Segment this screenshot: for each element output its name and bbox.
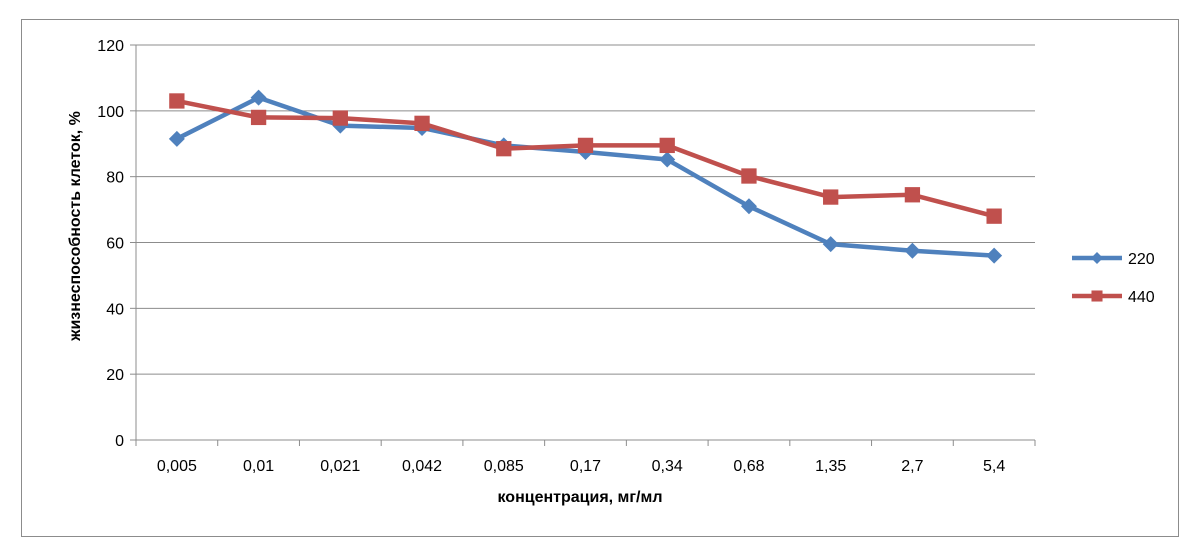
legend-label-440: 440 xyxy=(1128,289,1155,306)
legend: 220 440 xyxy=(1072,251,1155,306)
data-point-diamond xyxy=(904,242,921,259)
data-point-diamond xyxy=(168,130,185,147)
data-point-square xyxy=(904,187,921,203)
x-tick-label: 0,68 xyxy=(733,458,764,475)
gridlines xyxy=(136,44,1035,375)
y-tick-label: 80 xyxy=(106,170,124,187)
x-tick-label: 0,34 xyxy=(652,458,683,475)
legend-label-220: 220 xyxy=(1128,251,1155,268)
axes: 0 20 40 60 80 100 120 0,005 0,01 0,021 0,042 0,085 0… xyxy=(97,38,1036,475)
y-tick-label: 40 xyxy=(106,301,124,318)
x-tick-label: 1,35 xyxy=(815,458,846,475)
data-point-square xyxy=(986,208,1002,224)
data-point-square xyxy=(250,109,267,126)
x-tick-label: 0,005 xyxy=(157,458,197,475)
x-tick-label: 2,7 xyxy=(901,458,923,475)
x-tick-label: 5,4 xyxy=(983,458,1005,475)
x-tick-label: 0,042 xyxy=(402,458,442,475)
data-point-square xyxy=(414,115,430,131)
data-point-diamond xyxy=(250,89,267,106)
y-tick-label: 0 xyxy=(115,433,124,450)
y-tick-label: 20 xyxy=(106,367,124,384)
data-point-square xyxy=(169,93,185,109)
y-tick-label: 60 xyxy=(106,236,124,253)
data-point-square xyxy=(823,189,839,205)
data-point-square xyxy=(659,137,675,154)
data-point-square xyxy=(577,137,594,154)
data-point-square xyxy=(741,168,757,184)
data-point-square xyxy=(496,141,512,157)
x-tick-label: 0,085 xyxy=(484,458,524,475)
data-point-diamond xyxy=(740,198,757,215)
series-layer xyxy=(168,89,1003,264)
x-axis-title: концентрация, мг/мл xyxy=(498,489,663,506)
data-point-diamond xyxy=(986,247,1003,264)
data-point-diamond xyxy=(1091,252,1103,264)
y-axis-title: жизнеспособность клеток, % xyxy=(67,111,84,342)
x-tick-label: 0,021 xyxy=(320,458,360,475)
data-point-diamond xyxy=(822,236,839,253)
y-tick-label: 100 xyxy=(97,104,124,121)
data-point-diamond xyxy=(659,151,676,168)
y-tick-label: 120 xyxy=(97,38,124,55)
x-tick-label: 0,17 xyxy=(570,458,601,475)
x-tick-label: 0,01 xyxy=(243,458,274,475)
chart-frame xyxy=(21,19,1179,537)
data-point-square xyxy=(1091,290,1103,302)
data-point-square xyxy=(332,110,348,126)
